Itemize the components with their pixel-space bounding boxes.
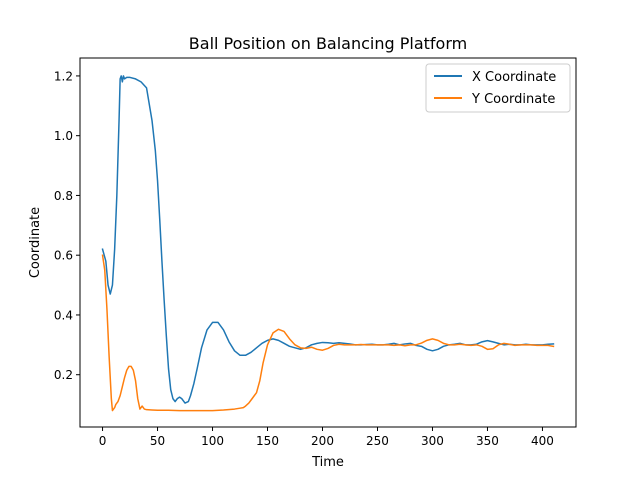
x-axis: 0 50 100 150 200 250 300 350 400 (99, 427, 554, 448)
y-tick-label: 0.4 (54, 308, 73, 322)
x-tick-label: 400 (531, 434, 554, 448)
series-layer (101, 75, 555, 412)
y-tick-label: 0.6 (54, 249, 73, 263)
y-tick-label: 0.8 (54, 189, 73, 203)
x-tick-label: 200 (311, 434, 334, 448)
series-line-x-coordinate (101, 75, 555, 404)
y-axis-label: Coordinate (28, 207, 43, 278)
x-tick-label: 350 (476, 434, 499, 448)
x-tick-label: 0 (99, 434, 107, 448)
legend: X Coordinate Y Coordinate (425, 63, 571, 113)
y-axis: 0.2 0.4 0.6 0.8 1.0 1.2 (54, 69, 80, 382)
x-tick-label: 250 (366, 434, 389, 448)
series-line-y-coordinate (101, 254, 555, 412)
legend-label-y-coordinate: Y Coordinate (471, 92, 555, 107)
x-axis-label: Time (311, 455, 344, 470)
y-tick-label: 1.2 (54, 69, 73, 83)
y-tick-label: 0.2 (54, 368, 73, 382)
legend-label-x-coordinate: X Coordinate (472, 70, 556, 85)
chart-title: Ball Position on Balancing Platform (189, 34, 467, 53)
x-tick-label: 300 (421, 434, 444, 448)
x-tick-label: 150 (256, 434, 279, 448)
plot-frame (79, 57, 577, 428)
x-tick-label: 100 (201, 434, 224, 448)
y-tick-label: 1.0 (54, 129, 73, 143)
x-tick-label: 50 (150, 434, 165, 448)
